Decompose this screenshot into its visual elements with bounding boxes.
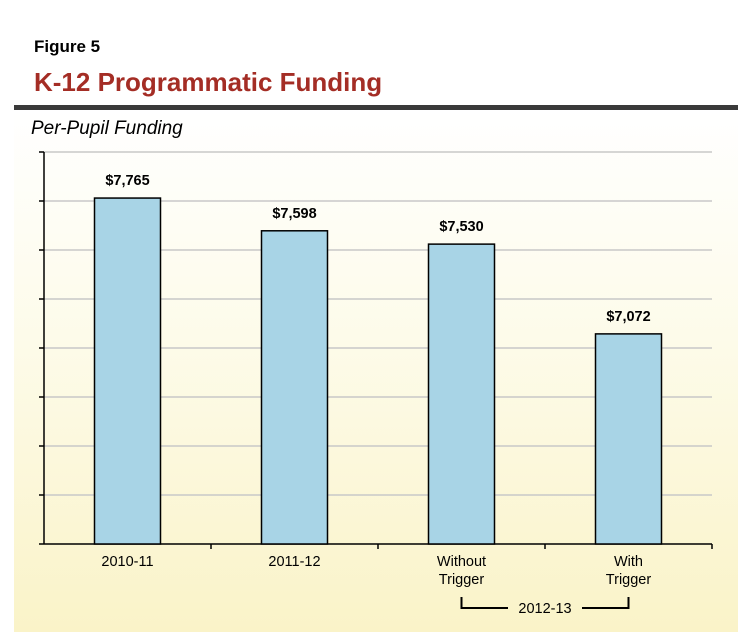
x-tick-label: Trigger: [606, 572, 652, 588]
bar: [594, 333, 663, 545]
bar: [93, 197, 162, 545]
bar: [427, 243, 496, 545]
x-tick-label: Trigger: [439, 572, 485, 588]
x-tick-label: 2011-12: [268, 554, 320, 570]
data-label: $7,072: [606, 309, 650, 325]
figure-header: Figure 5 K-12 Programmatic Funding: [0, 0, 745, 108]
y-axis-label: Per-Pupil Funding: [31, 118, 183, 139]
data-label: $7,598: [272, 206, 316, 222]
page-title: K-12 Programmatic Funding: [34, 67, 383, 97]
figure-label: Figure 5: [34, 37, 101, 56]
group-bracket-right: [582, 597, 630, 609]
group-label: 2012-13: [518, 601, 571, 617]
data-label: $7,765: [105, 173, 149, 189]
x-tick-label: 2010-11: [101, 554, 153, 570]
data-label: $7,530: [439, 219, 483, 235]
x-tick-label: Without: [437, 554, 486, 570]
title-divider: [14, 105, 738, 110]
group-bracket-left: [460, 597, 508, 609]
bar: [260, 230, 329, 545]
x-tick-label: With: [614, 554, 643, 570]
